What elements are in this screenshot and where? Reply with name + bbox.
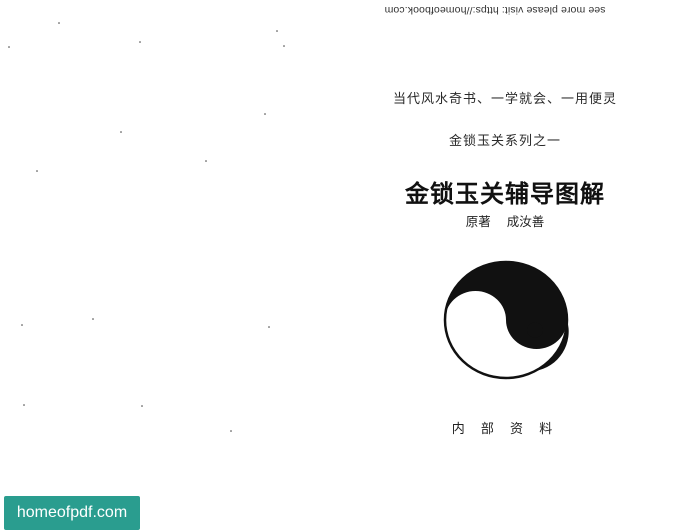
internal-materials-label: 内 部 资 料 <box>451 422 559 437</box>
scan-speck <box>92 318 94 320</box>
scan-speck <box>23 404 25 406</box>
scan-speck <box>21 324 23 326</box>
scan-speck <box>139 41 141 43</box>
scan-speck <box>36 170 38 172</box>
cover-slogan: 当代风水奇书、一学就会、一用便灵 <box>392 92 617 107</box>
author-line: 原著 成汝善 <box>380 211 630 230</box>
scan-speck <box>205 160 207 162</box>
author-role: 原著 <box>465 214 491 229</box>
yin-yang-icon <box>443 260 569 380</box>
scan-speck <box>58 22 60 24</box>
scan-speck <box>283 45 285 47</box>
scan-speck <box>8 46 10 48</box>
source-url-note: see more please visit: https://homeofboo… <box>384 4 606 16</box>
watermark-badge[interactable]: homeofpdf.com <box>4 496 140 530</box>
series-label: 金锁玉关系列之一 <box>448 134 561 149</box>
scan-speck <box>141 405 143 407</box>
scan-speck <box>230 430 232 432</box>
scan-speck <box>264 113 266 115</box>
book-title: 金锁玉关辅导图解 <box>405 179 605 208</box>
scan-speck <box>268 326 270 328</box>
author-name: 成汝善 <box>506 214 545 229</box>
scan-speck <box>120 131 122 133</box>
scan-speck <box>276 30 278 32</box>
